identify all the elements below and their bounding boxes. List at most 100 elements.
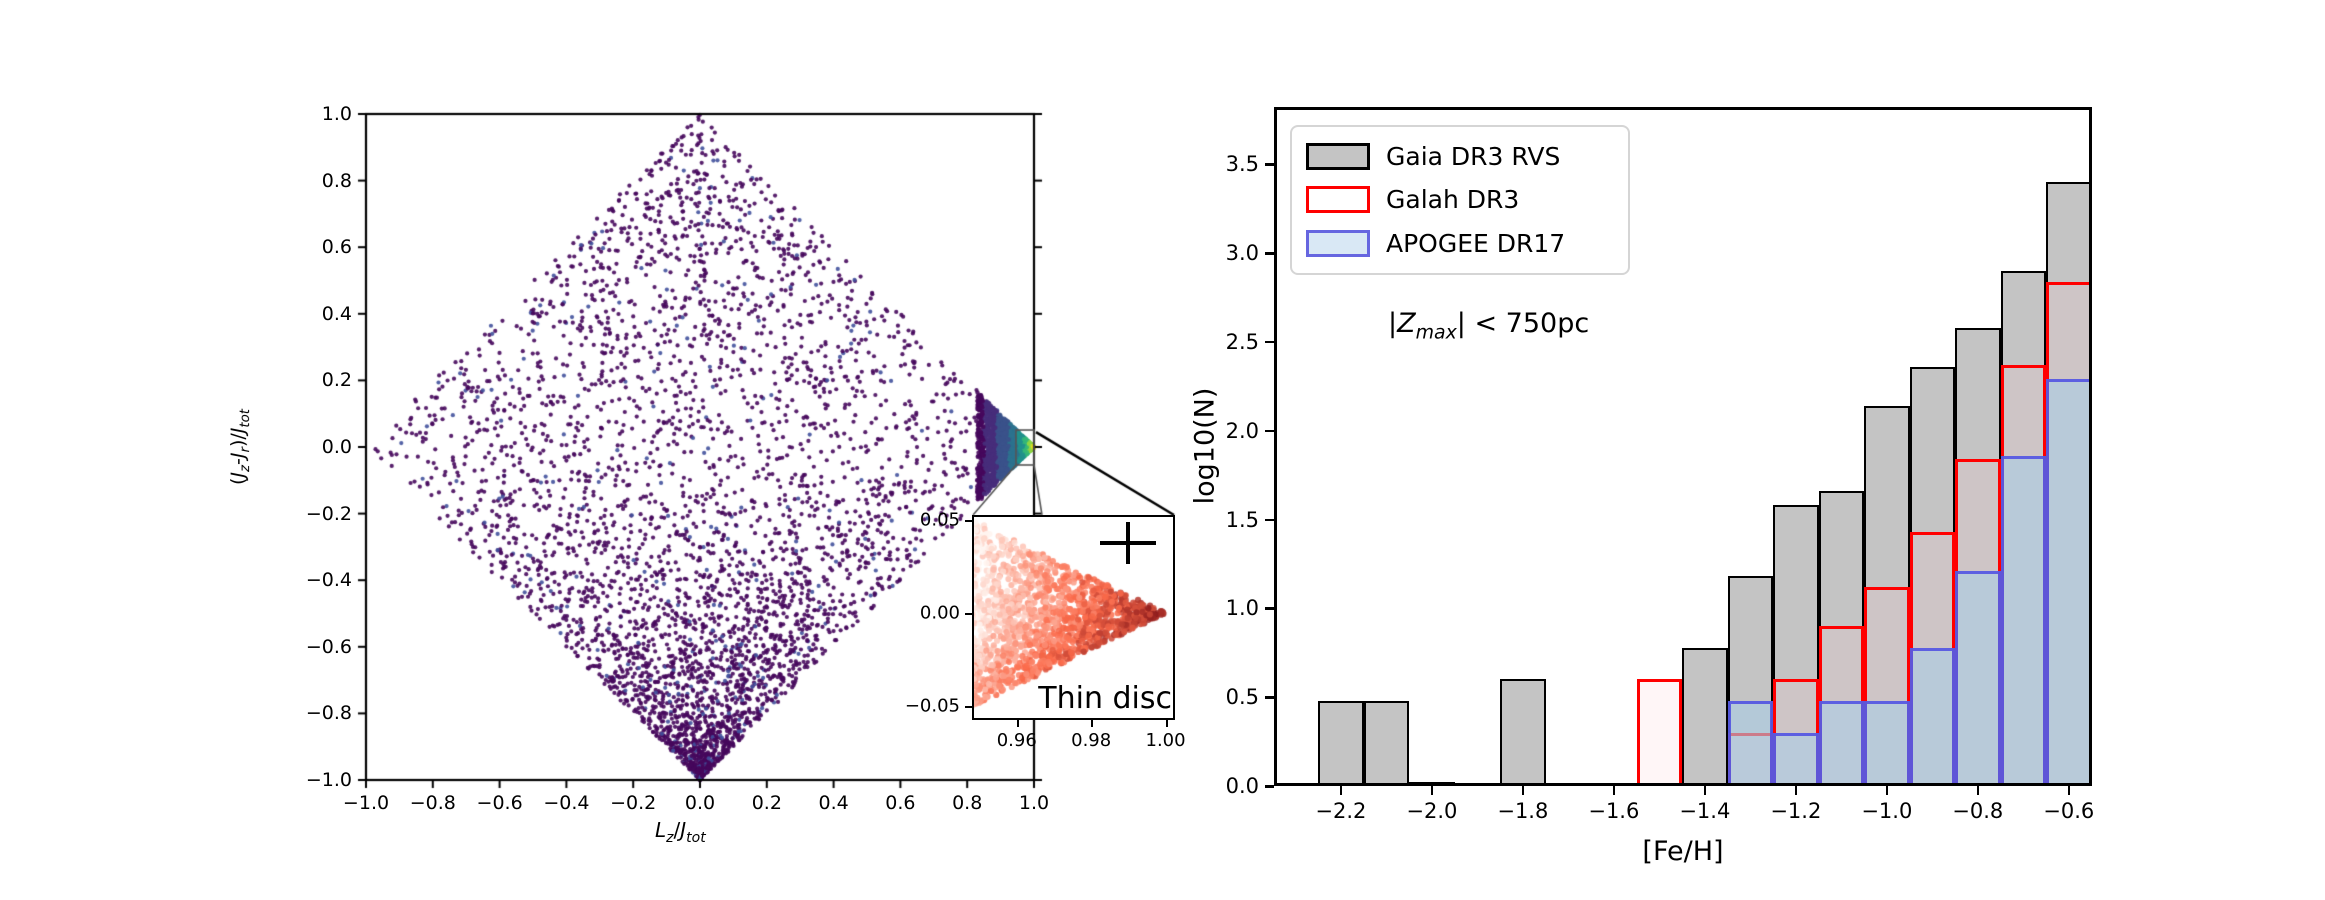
right-x-tick-3: −1.6 bbox=[1588, 799, 1640, 823]
gaia-swatch bbox=[1306, 143, 1370, 171]
error-cross-vertical bbox=[1126, 522, 1130, 564]
left-x-tick-5: 0.0 bbox=[684, 792, 716, 814]
right-y-tick-1: 0.5 bbox=[1225, 685, 1259, 710]
left-x-tick-6: 0.2 bbox=[751, 792, 782, 814]
right-y-tick-mark-1 bbox=[1265, 696, 1274, 699]
inset-x-tick-1: 0.98 bbox=[1071, 730, 1112, 751]
right-x-tick-mark-1 bbox=[1430, 786, 1434, 795]
bar-gaia-dr3-rvs-1 bbox=[1363, 700, 1410, 786]
right-spine-left bbox=[1274, 107, 1277, 786]
right-x-tick-mark-6 bbox=[1885, 786, 1889, 795]
inset-x-tick-mark-0 bbox=[1016, 720, 1019, 727]
right-y-tick-0: 0.0 bbox=[1225, 774, 1259, 798]
right-y-tick-7: 3.5 bbox=[1225, 152, 1259, 177]
left-x-axis-label: Lz/Jtot bbox=[655, 818, 706, 846]
right-x-tick-mark-0 bbox=[1339, 786, 1343, 795]
thin-disc-scatter-canvas bbox=[974, 517, 1173, 718]
left-y-tick-4: 0.2 bbox=[321, 369, 352, 392]
right-x-tick-mark-3 bbox=[1612, 786, 1616, 795]
legend-row-gaia: Gaia DR3 RVS bbox=[1306, 142, 1614, 171]
bar-gaia-dr3-rvs-0 bbox=[1318, 700, 1364, 786]
right-x-axis-label: [Fe/H] bbox=[1642, 836, 1724, 867]
left-x-tick-7: 0.4 bbox=[818, 792, 849, 814]
left-y-tick-3: 0.4 bbox=[321, 302, 352, 325]
inset-y-tick-0: 0.05 bbox=[919, 509, 960, 531]
inset-x-tick-2: 1.00 bbox=[1145, 730, 1186, 751]
thin-disc-label: Thin disc bbox=[1038, 681, 1172, 716]
bar-apogee-dr17-6 bbox=[2000, 455, 2047, 786]
left-y-tick-7: −0.4 bbox=[305, 569, 352, 592]
left-y-tick-8: −0.6 bbox=[305, 635, 352, 658]
right-y-tick-mark-6 bbox=[1265, 252, 1274, 255]
right-y-tick-3: 1.5 bbox=[1225, 507, 1259, 532]
bar-apogee-dr17-1 bbox=[1773, 732, 1819, 786]
inset-x-tick-mark-2 bbox=[1165, 720, 1168, 727]
right-x-tick-mark-8 bbox=[2067, 786, 2071, 795]
legend-row-galah: Galah DR3 bbox=[1306, 185, 1614, 214]
apogee-swatch bbox=[1306, 229, 1370, 257]
right-x-tick-mark-4 bbox=[1703, 786, 1707, 795]
right-x-tick-5: −1.2 bbox=[1770, 799, 1822, 823]
bar-apogee-dr17-2 bbox=[1818, 700, 1865, 786]
right-y-tick-mark-4 bbox=[1265, 429, 1274, 433]
bar-apogee-dr17-0 bbox=[1727, 700, 1774, 786]
right-x-tick-0: −2.2 bbox=[1315, 799, 1367, 823]
right-x-tick-mark-2 bbox=[1521, 786, 1525, 795]
left-y-tick-9: −0.8 bbox=[305, 702, 352, 725]
zmax-annotation: |Zmax| < 750pc bbox=[1388, 308, 1590, 344]
bar-galah-dr3-0 bbox=[1636, 679, 1683, 786]
right-y-tick-2: 1.0 bbox=[1225, 596, 1259, 621]
right-x-tick-4: −1.4 bbox=[1679, 799, 1731, 823]
bar-gaia-dr3-rvs-3 bbox=[1500, 679, 1546, 786]
left-x-tick-1: −0.8 bbox=[409, 792, 456, 814]
left-y-tick-10: −1.0 bbox=[305, 769, 352, 791]
left-x-tick-9: 0.8 bbox=[952, 792, 983, 814]
right-spine-top bbox=[1274, 107, 2092, 110]
legend: Gaia DR3 RVS Galah DR3 APOGEE DR17 bbox=[1290, 125, 1630, 275]
left-y-tick-6: −0.2 bbox=[305, 502, 352, 525]
legend-label-gaia: Gaia DR3 RVS bbox=[1386, 142, 1561, 172]
left-x-tick-10: 1.0 bbox=[1018, 792, 1050, 814]
right-x-tick-8: −0.6 bbox=[2043, 799, 2095, 823]
left-x-tick-4: −0.2 bbox=[610, 792, 657, 814]
right-y-tick-5: 2.5 bbox=[1225, 329, 1259, 354]
bar-apogee-dr17-3 bbox=[1864, 700, 1910, 786]
left-y-tick-0: 1.0 bbox=[321, 103, 352, 125]
right-y-tick-mark-5 bbox=[1265, 340, 1274, 344]
right-y-axis-label: log10(N) bbox=[1189, 387, 1221, 505]
left-y-axis-label: (Jz-Jr)/Jtot bbox=[227, 409, 253, 485]
left-y-tick-1: 0.8 bbox=[321, 169, 352, 192]
left-y-tick-5: 0.0 bbox=[321, 436, 352, 458]
inset-y-tick-mark-0 bbox=[965, 519, 972, 522]
right-y-tick-4: 2.0 bbox=[1225, 418, 1259, 443]
inset-y-tick-mark-2 bbox=[965, 706, 972, 709]
legend-label-apogee: APOGEE DR17 bbox=[1386, 228, 1566, 258]
inset-y-tick-1: 0.00 bbox=[919, 602, 960, 624]
left-x-tick-8: 0.6 bbox=[885, 792, 916, 814]
inset-y-tick-2: −0.05 bbox=[904, 695, 960, 717]
right-spine-bottom bbox=[1274, 783, 2092, 786]
right-y-tick-6: 3.0 bbox=[1225, 241, 1259, 266]
galah-swatch bbox=[1306, 186, 1370, 214]
right-y-tick-mark-2 bbox=[1265, 607, 1274, 610]
right-x-tick-mark-7 bbox=[1976, 786, 1980, 795]
right-x-tick-mark-5 bbox=[1794, 786, 1798, 795]
bar-apogee-dr17-7 bbox=[2046, 379, 2092, 786]
right-x-tick-2: −1.8 bbox=[1497, 799, 1549, 823]
inset-x-tick-mark-1 bbox=[1091, 720, 1094, 727]
inset-x-tick-0: 0.96 bbox=[996, 730, 1037, 751]
bar-gaia-dr3-rvs-4 bbox=[1682, 647, 1728, 786]
right-y-tick-mark-7 bbox=[1265, 163, 1274, 166]
left-y-tick-2: 0.6 bbox=[321, 236, 352, 259]
inset-y-tick-mark-1 bbox=[965, 613, 972, 616]
right-y-tick-mark-0 bbox=[1265, 785, 1274, 788]
right-y-tick-mark-3 bbox=[1265, 518, 1274, 522]
right-x-tick-1: −2.0 bbox=[1406, 799, 1458, 823]
right-spine-right bbox=[2089, 107, 2092, 786]
right-x-tick-7: −0.8 bbox=[1952, 799, 2004, 823]
right-x-tick-6: −1.0 bbox=[1861, 799, 1913, 823]
left-x-tick-0: −1.0 bbox=[342, 792, 390, 814]
left-x-tick-2: −0.6 bbox=[476, 792, 523, 814]
legend-label-galah: Galah DR3 bbox=[1386, 185, 1520, 215]
